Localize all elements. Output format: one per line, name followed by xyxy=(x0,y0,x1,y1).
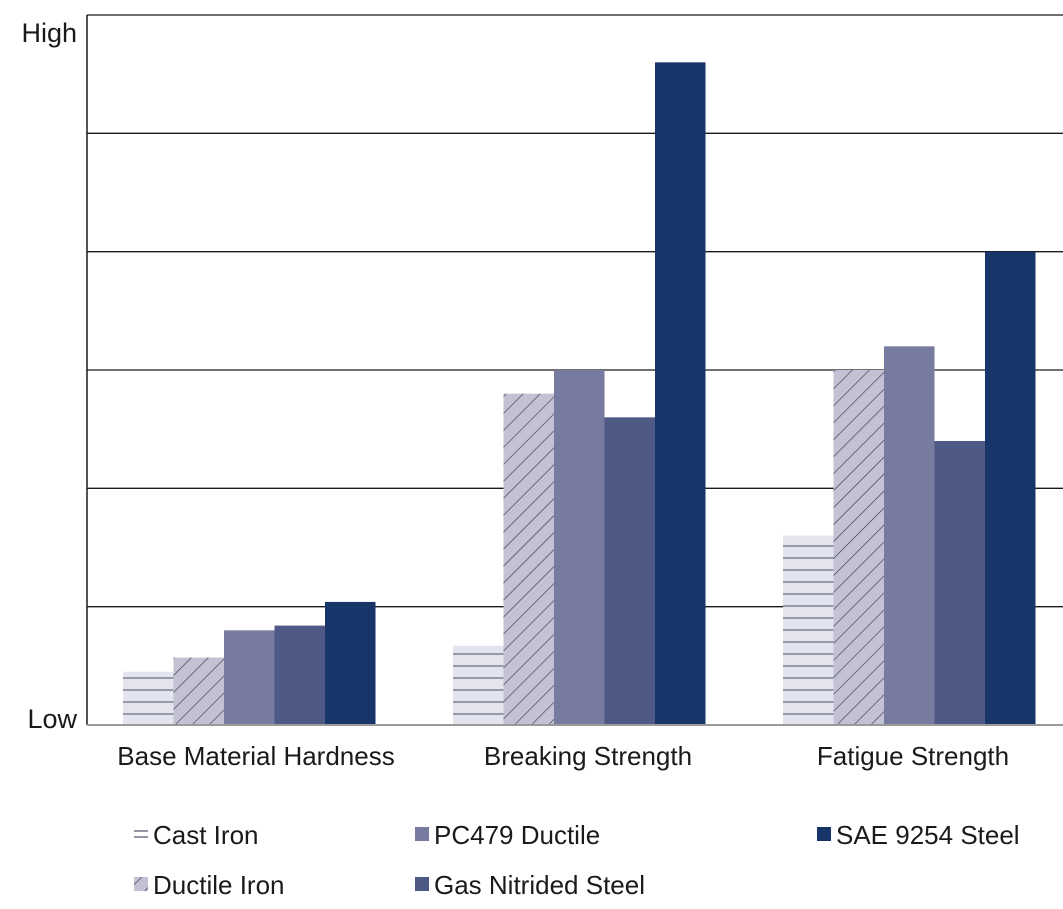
legend-item-ductile-iron: Ductile Iron xyxy=(134,870,285,900)
bar-sae-9254-steel-base-material-hardness xyxy=(325,601,376,725)
legend: Cast Iron Ductile Iron PC479 Ductile Gas Ni… xyxy=(134,820,1020,900)
legend-swatch xyxy=(415,827,429,841)
legend-swatch xyxy=(134,877,148,891)
bar-sae-9254-steel-fatigue-strength xyxy=(985,251,1036,725)
legend-item-sae-9254-steel: SAE 9254 Steel xyxy=(817,820,1020,850)
legend-label: PC479 Ductile xyxy=(434,820,600,850)
x-tick-label-base-material-hardness: Base Material Hardness xyxy=(117,741,394,771)
bar-gas-nitrided-steel-base-material-hardness xyxy=(274,625,325,725)
legend-item-gas-nitrided-steel: Gas Nitrided Steel xyxy=(415,870,645,900)
tick-labels: High Low Base Material Hardness Breaking St… xyxy=(21,18,1009,771)
bar-pc479-ductile-fatigue-strength xyxy=(884,346,935,725)
bar-cast-iron-base-material-hardness xyxy=(123,671,174,725)
legend-item-cast-iron: Cast Iron xyxy=(134,820,259,850)
bar-cast-iron-fatigue-strength xyxy=(783,535,834,725)
legend-label: Gas Nitrided Steel xyxy=(434,870,645,900)
bar-cast-iron-breaking-strength xyxy=(453,645,504,725)
axes xyxy=(86,15,1063,726)
bar-ductile-iron-fatigue-strength xyxy=(833,370,884,725)
legend-swatch xyxy=(415,877,429,891)
legend-swatch xyxy=(817,827,831,841)
bar-pc479-ductile-base-material-hardness xyxy=(224,630,275,725)
bar-sae-9254-steel-breaking-strength xyxy=(655,62,706,726)
y-tick-label-low: Low xyxy=(27,704,77,734)
bar-ductile-iron-breaking-strength xyxy=(503,393,554,725)
legend-label: Ductile Iron xyxy=(153,870,285,900)
legend-item-pc479-ductile: PC479 Ductile xyxy=(415,820,600,850)
y-tick-label-high: High xyxy=(21,18,77,48)
bars xyxy=(123,62,1036,726)
bar-gas-nitrided-steel-fatigue-strength xyxy=(934,441,985,725)
x-tick-label-breaking-strength: Breaking Strength xyxy=(484,741,692,771)
legend-label: SAE 9254 Steel xyxy=(836,820,1020,850)
bar-pc479-ductile-breaking-strength xyxy=(554,370,605,725)
bar-gas-nitrided-steel-breaking-strength xyxy=(604,417,655,725)
x-tick-label-fatigue-strength: Fatigue Strength xyxy=(817,741,1009,771)
bar-ductile-iron-base-material-hardness xyxy=(173,657,224,725)
legend-label: Cast Iron xyxy=(153,820,259,850)
